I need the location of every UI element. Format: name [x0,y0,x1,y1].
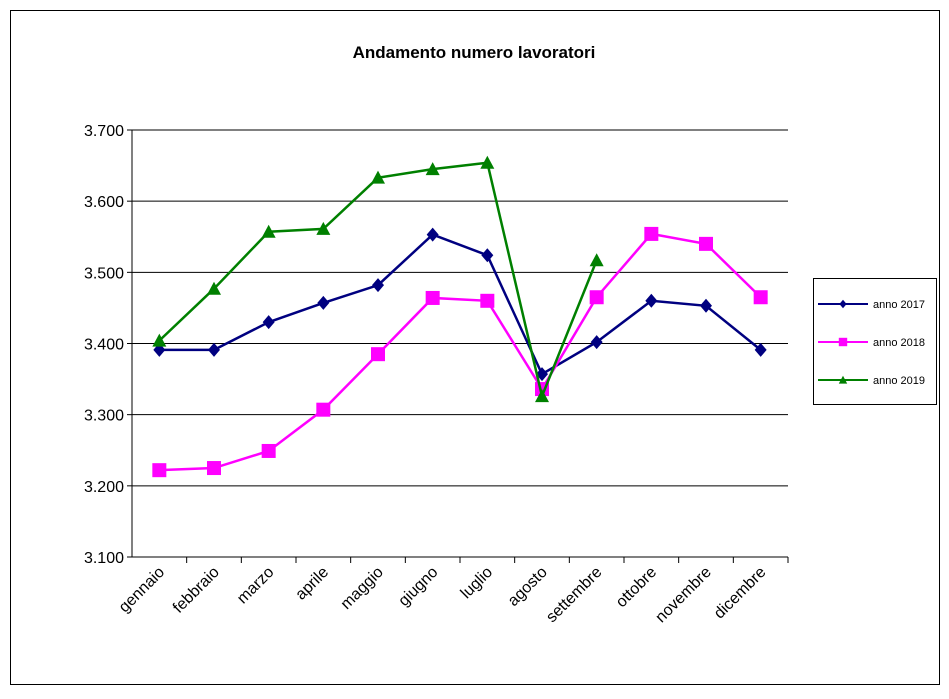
marker [426,227,439,242]
marker [207,281,221,295]
series-line [159,233,762,376]
legend-marker [838,337,848,347]
marker [316,402,331,417]
legend: anno 2017 anno 2018 anno 2019 [813,278,937,405]
marker [261,224,276,238]
marker [372,278,384,293]
marker [207,461,221,476]
marker [644,226,659,241]
y-tick-label: 3.400 [84,337,124,354]
marker [208,342,220,357]
legend-label: anno 2017 [873,299,925,311]
marker [262,315,275,330]
y-tick-label: 3.200 [84,479,124,496]
marker [480,293,495,308]
marker [700,298,712,313]
marker [536,367,548,382]
chart-title: Andamento numero lavoratori [353,43,596,62]
marker [645,293,658,308]
marker [371,170,385,184]
marker [754,342,767,357]
y-tick-label: 3.700 [84,123,124,140]
y-tick-label: 3.300 [84,408,124,425]
marker [589,253,604,267]
chart-frame [10,10,940,685]
marker [425,290,440,305]
series-line [159,232,762,472]
marker [371,347,385,362]
marker [753,290,768,305]
marker [589,290,604,305]
y-tick-label: 3.500 [84,265,124,282]
marker [481,248,494,263]
y-tick-label: 3.100 [84,550,124,567]
legend-label: anno 2018 [873,337,925,349]
marker [152,333,167,347]
marker [480,155,495,169]
marker [425,162,440,176]
y-tick-label: 3.600 [84,194,124,211]
legend-marker [838,375,848,384]
marker [317,295,330,310]
marker [699,236,713,251]
marker [535,389,549,403]
marker [152,463,167,478]
legend-label: anno 2019 [873,375,925,387]
marker [316,221,331,235]
marker [590,335,603,350]
marker [261,443,276,458]
